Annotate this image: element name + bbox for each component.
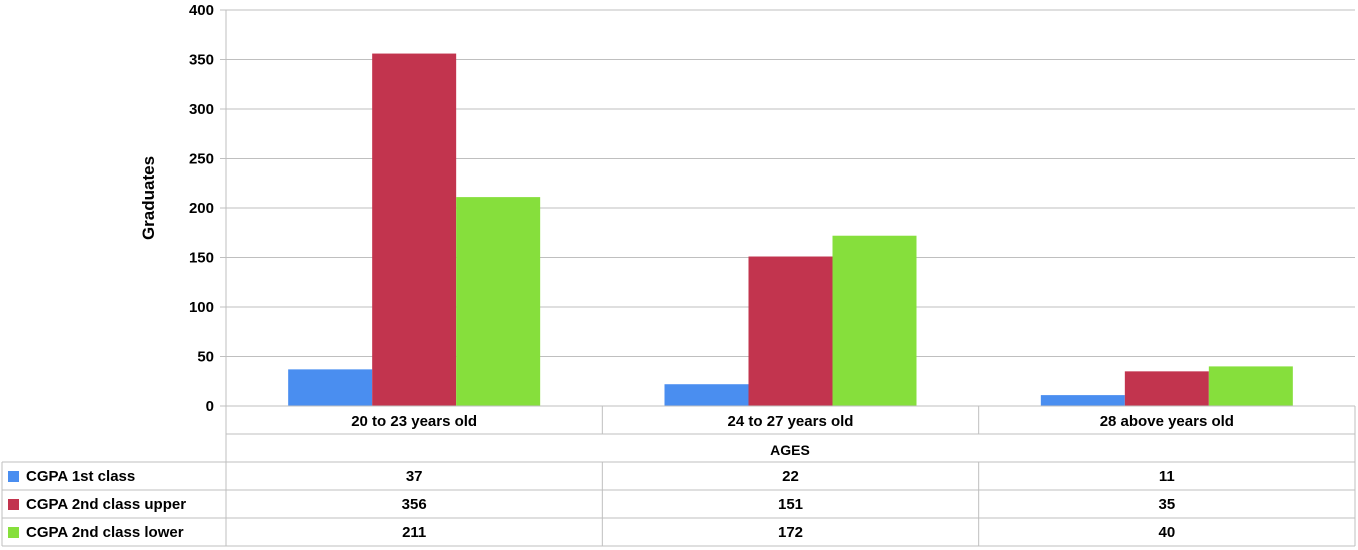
bar bbox=[832, 235, 917, 406]
bar bbox=[1208, 366, 1293, 406]
data-cell: 37 bbox=[406, 468, 423, 485]
bar bbox=[456, 197, 541, 406]
legend-swatch bbox=[8, 471, 19, 482]
x-axis-label: AGES bbox=[770, 442, 810, 458]
y-tick-label: 0 bbox=[206, 398, 214, 415]
data-cell: 151 bbox=[778, 496, 803, 513]
y-axis-label: Graduates bbox=[139, 156, 158, 240]
data-cell: 35 bbox=[1158, 496, 1175, 513]
y-tick-label: 200 bbox=[189, 200, 214, 217]
category-label: 28 above years old bbox=[1100, 413, 1234, 430]
bar bbox=[372, 53, 457, 407]
bar bbox=[664, 384, 749, 406]
y-tick-label: 350 bbox=[189, 52, 214, 69]
data-cell: 11 bbox=[1159, 468, 1175, 485]
bars bbox=[288, 53, 1293, 407]
category-label: 20 to 23 years old bbox=[351, 413, 477, 430]
series-label: CGPA 2nd class lower bbox=[26, 524, 184, 541]
y-tick-label: 150 bbox=[189, 250, 214, 267]
y-tick-label: 400 bbox=[189, 2, 214, 19]
bar bbox=[748, 256, 833, 406]
bar bbox=[288, 369, 373, 406]
y-tick-label: 50 bbox=[197, 349, 214, 366]
legend-swatch bbox=[8, 499, 19, 510]
y-tick-label: 300 bbox=[189, 101, 214, 118]
data-cell: 211 bbox=[402, 524, 426, 541]
legend-swatch bbox=[8, 527, 19, 538]
data-table: 20 to 23 years old 24 to 27 years old 28 a… bbox=[1, 405, 1356, 547]
bar bbox=[1124, 371, 1209, 406]
y-tick-labels: 0 50 100 150 200 250 300 350 400 bbox=[189, 2, 214, 415]
category-label: 24 to 27 years old bbox=[728, 413, 854, 430]
y-tick-label: 100 bbox=[189, 299, 214, 316]
axes bbox=[220, 9, 227, 407]
y-tick-label: 250 bbox=[189, 151, 214, 168]
series-label: CGPA 1st class bbox=[26, 468, 135, 485]
bar bbox=[1040, 395, 1125, 406]
data-cell: 356 bbox=[402, 496, 427, 513]
series-label: CGPA 2nd class upper bbox=[26, 496, 186, 513]
data-cell: 172 bbox=[778, 524, 803, 541]
data-cell: 22 bbox=[782, 468, 799, 485]
data-cell: 40 bbox=[1158, 524, 1175, 541]
